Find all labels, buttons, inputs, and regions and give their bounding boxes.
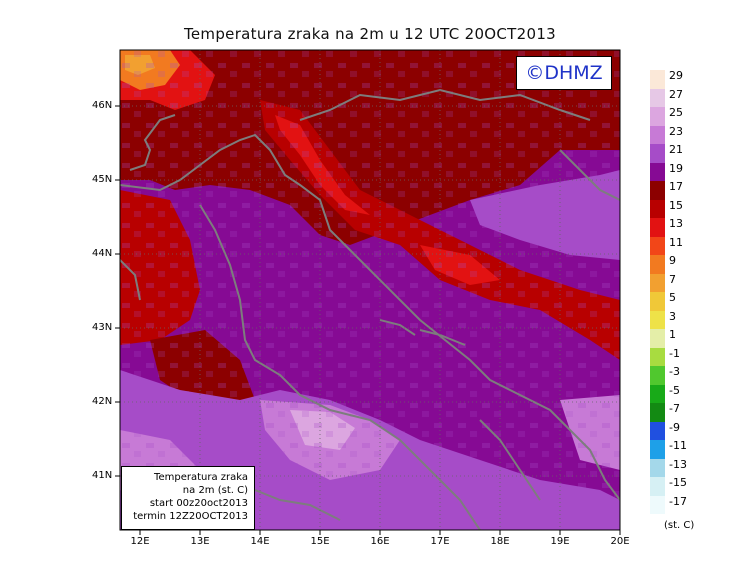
lat-label-46n: 46N	[92, 100, 113, 111]
legend-label: -11	[669, 439, 687, 452]
legend-label: -9	[669, 420, 680, 434]
legend-label: 9	[669, 254, 676, 267]
legend-swatch	[650, 458, 665, 477]
lat-label-44n: 44N	[92, 248, 113, 259]
legend-swatch	[650, 181, 665, 200]
legend-label: 27	[669, 87, 683, 101]
legend-swatch	[650, 421, 665, 440]
legend-swatch	[650, 384, 665, 403]
legend-swatch	[650, 125, 665, 144]
legend-swatch	[650, 495, 665, 514]
axis-ticks	[115, 105, 621, 535]
legend-swatch	[650, 310, 665, 329]
legend-label: -1	[669, 346, 680, 360]
legend-label: 1	[669, 328, 676, 341]
legend-label: -13	[669, 457, 687, 471]
legend-label: -3	[669, 365, 680, 378]
legend-label: 19	[669, 161, 683, 175]
legend-label: 3	[669, 309, 676, 323]
legend-label: 23	[669, 124, 683, 138]
legend-label: 15	[669, 198, 683, 212]
lon-label-13e: 13E	[190, 536, 210, 547]
legend-label: 13	[669, 217, 683, 230]
legend-label: 11	[669, 235, 683, 249]
legend-swatch	[650, 329, 665, 348]
legend-label: 7	[669, 272, 676, 286]
legend-label: 25	[669, 106, 683, 119]
legend-swatch	[650, 273, 665, 292]
legend-label: -5	[669, 383, 680, 397]
lon-label-16e: 16E	[370, 536, 390, 547]
legend-label: -7	[669, 402, 680, 415]
legend-label: 29	[669, 69, 683, 82]
legend-swatch	[650, 218, 665, 237]
legend-swatch	[650, 292, 665, 311]
info-line-1: Temperatura zraka	[154, 472, 248, 483]
info-line-2: na 2m (st. C)	[182, 485, 248, 496]
info-line-4: termin 12Z20OCT2013	[133, 511, 248, 522]
legend-swatch	[650, 347, 665, 366]
legend-swatch	[650, 366, 665, 385]
lon-label-20e: 20E	[610, 536, 630, 547]
legend-swatch	[650, 107, 665, 126]
legend-label: 5	[669, 291, 676, 304]
lat-label-42n: 42N	[92, 396, 113, 407]
graticule	[120, 50, 620, 530]
legend-unit: (st. C)	[664, 520, 695, 531]
lon-label-17e: 17E	[430, 536, 450, 547]
legend-swatch	[650, 440, 665, 459]
plot-frame	[119, 49, 621, 531]
legend-swatch	[650, 70, 665, 89]
legend-swatch	[650, 255, 665, 274]
lon-label-14e: 14E	[250, 536, 270, 547]
lat-label-45n: 45N	[92, 174, 113, 185]
legend-swatch	[650, 88, 665, 107]
lon-label-18e: 18E	[490, 536, 510, 547]
map-title: Temperatura zraka na 2m u 12 UTC 20OCT20…	[183, 25, 557, 43]
legend-label: -17	[669, 494, 687, 508]
lon-label-15e: 15E	[310, 536, 330, 547]
legend-swatch	[650, 403, 665, 422]
info-line-3: start 00z20oct2013	[149, 498, 248, 509]
lon-label-19e: 19E	[550, 536, 570, 547]
legend-swatch	[650, 162, 665, 181]
dhmz-logo: ©DHMZ	[516, 56, 612, 90]
legend-label: -15	[669, 476, 687, 489]
legend-swatch	[650, 236, 665, 255]
lon-label-12e: 12E	[130, 536, 150, 547]
legend-swatch	[650, 199, 665, 218]
lat-label-43n: 43N	[92, 322, 113, 333]
legend-swatch	[650, 477, 665, 496]
info-box: Temperatura zraka na 2m (st. C) start 00…	[121, 466, 255, 530]
legend-swatch	[650, 144, 665, 163]
lat-label-41n: 41N	[92, 470, 113, 481]
legend-label: 17	[669, 180, 683, 193]
legend-label: 21	[669, 143, 683, 156]
